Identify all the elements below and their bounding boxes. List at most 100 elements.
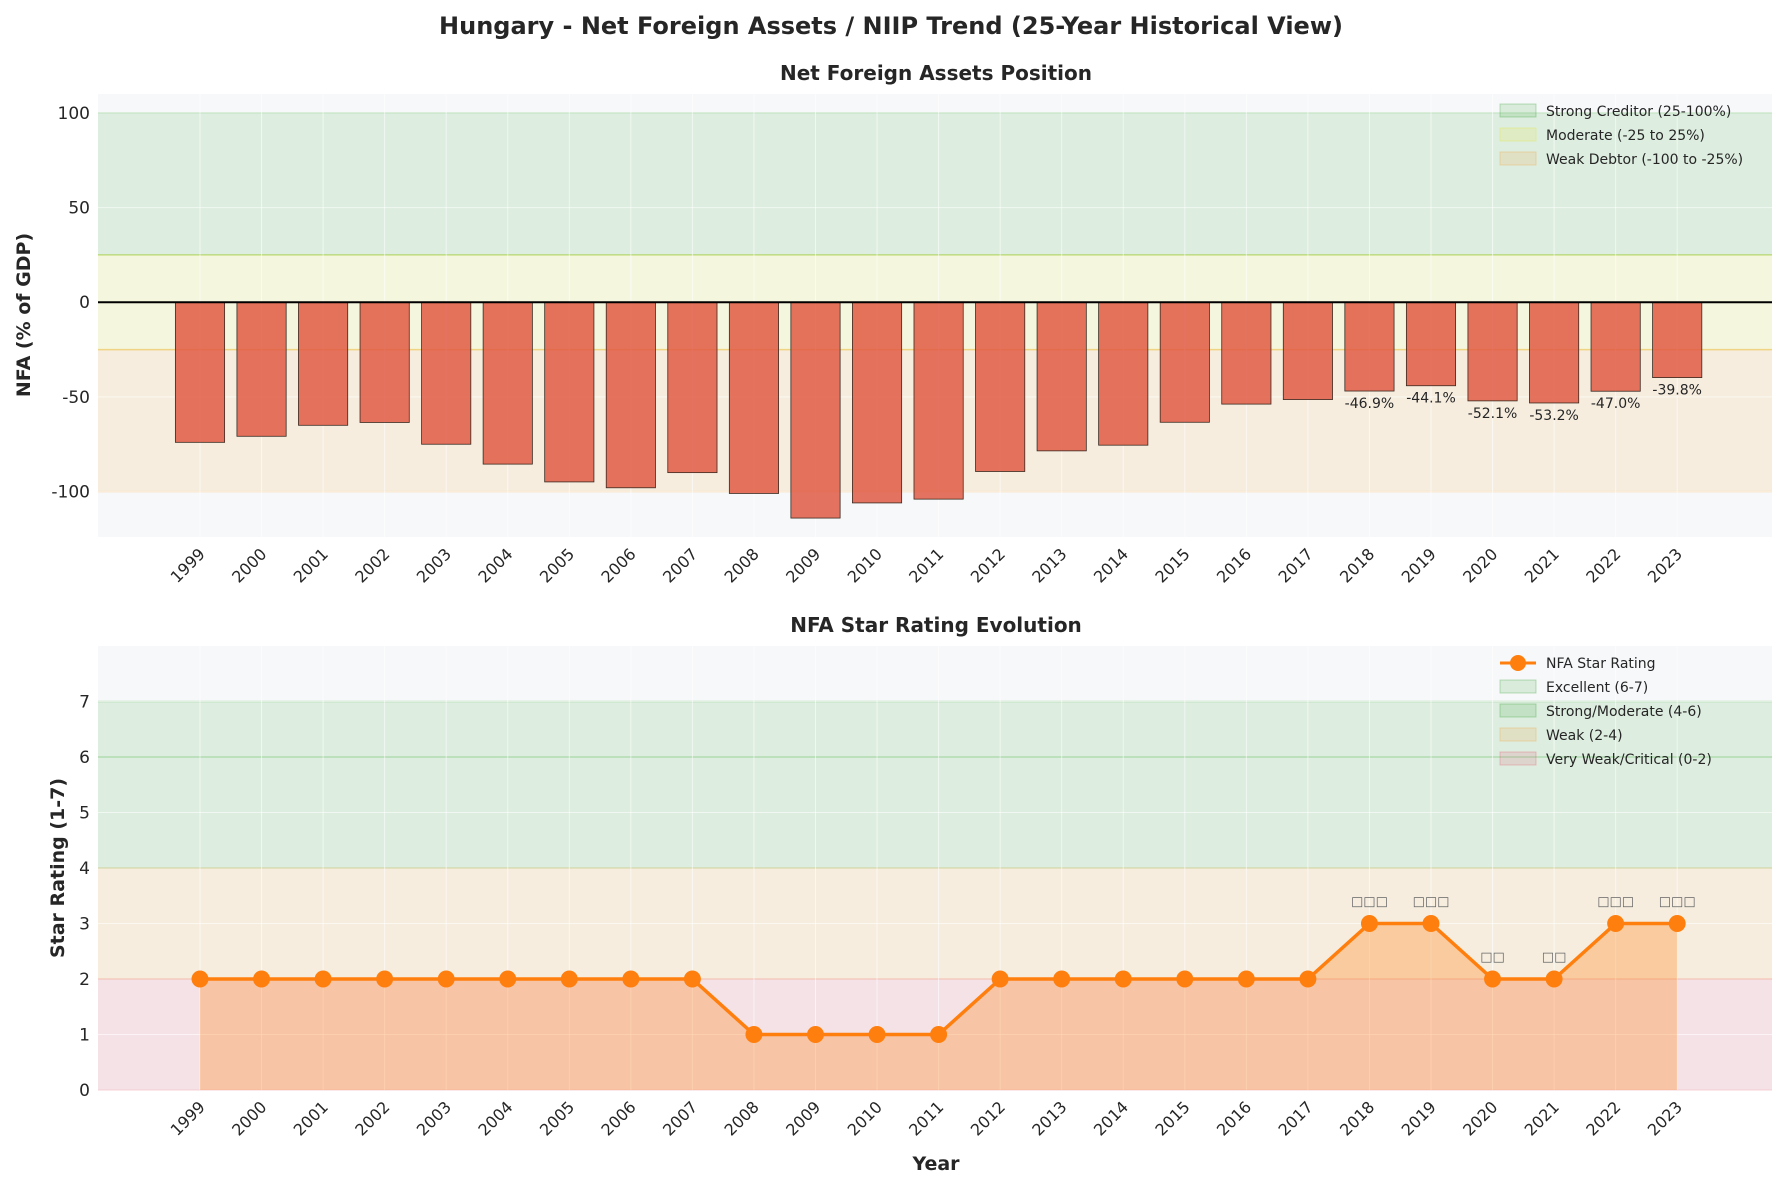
bar (298, 301, 349, 426)
bar (1405, 301, 1457, 387)
bar (975, 301, 1026, 472)
point-star-label: □□□ (1351, 895, 1388, 910)
x-tick-label: 2019 (1398, 544, 1440, 586)
x-tick-label: 2023 (1644, 1097, 1686, 1139)
bar (790, 301, 841, 519)
legend-marker-swatch (1510, 655, 1526, 671)
x-tick-label: 2008 (721, 1097, 763, 1139)
y-tick-label: 1 (79, 1026, 90, 1046)
bar (421, 301, 472, 445)
bar (852, 301, 903, 504)
data-point (376, 970, 394, 988)
x-tick-label: 2007 (659, 544, 701, 586)
bar (1467, 301, 1518, 402)
x-tick-label: 2020 (1459, 544, 1501, 586)
y-tick-label: 7 (79, 693, 90, 713)
x-tick-label: 1999 (167, 544, 209, 586)
x-tick-label: 2003 (413, 1097, 455, 1139)
x-tick-label: 2013 (1028, 1097, 1070, 1139)
x-tick-label: 2016 (1213, 544, 1255, 586)
x-tick-label: 2016 (1213, 1097, 1255, 1139)
legend-swatch (1499, 103, 1537, 118)
y-tick-label: 50 (68, 199, 90, 219)
x-tick-label: 2022 (1582, 544, 1624, 586)
data-point (191, 970, 209, 988)
legend-label: Very Weak/Critical (0-2) (1546, 752, 1712, 768)
data-point (930, 1026, 948, 1043)
y-tick-label: 3 (79, 915, 90, 935)
star-rating-line-chart: 1999 2000 2001 2002 2003 2004 2005 2006 2007 2008… (79, 646, 1772, 1140)
bar-data-label: -47.0% (1591, 396, 1641, 412)
top-chart-title: Net Foreign Assets Position (780, 61, 1092, 85)
bar (913, 301, 964, 500)
bar-data-label: -44.1% (1406, 391, 1456, 407)
x-tick-label: 2014 (1090, 1097, 1132, 1139)
bar (1529, 301, 1580, 404)
y-tick-label: 2 (79, 970, 90, 990)
legend-swatch (1499, 151, 1537, 166)
data-point (437, 970, 455, 988)
data-point (622, 970, 640, 988)
legend-swatch (1499, 679, 1537, 694)
legend-label: NFA Star Rating (1546, 656, 1656, 672)
data-point (745, 1026, 763, 1043)
bar (1221, 301, 1272, 405)
bottom-x-axis-label: Year (911, 1153, 960, 1175)
x-tick-label: 2010 (844, 1097, 886, 1139)
data-point (1237, 970, 1255, 988)
x-tick-label: 2001 (290, 1097, 332, 1139)
x-tick-label: 2009 (782, 1097, 824, 1139)
x-tick-label: 2013 (1028, 544, 1070, 586)
bar (667, 301, 718, 474)
bar (1652, 301, 1703, 378)
data-point (499, 970, 517, 988)
x-tick-label: 2008 (721, 544, 763, 586)
x-tick-label: 2011 (905, 1097, 947, 1139)
top-y-axis-label: NFA (% of GDP) (13, 233, 35, 397)
x-tick-label: 2009 (782, 544, 824, 586)
data-point (560, 970, 578, 988)
x-tick-label: 2002 (351, 544, 393, 586)
y-tick-label: -100 (51, 483, 90, 503)
x-tick-label: 2006 (597, 544, 639, 586)
data-point (868, 1026, 886, 1043)
data-point (1299, 970, 1317, 988)
x-tick-label: 2022 (1582, 1097, 1624, 1139)
bottom-chart-title: NFA Star Rating Evolution (790, 613, 1082, 637)
y-tick-label: 0 (79, 293, 90, 313)
point-star-label: □□□ (1659, 895, 1696, 910)
legend-label: Strong/Moderate (4-6) (1546, 704, 1702, 720)
legend-label: Strong Creditor (25-100%) (1546, 104, 1731, 120)
y-tick-label: 5 (79, 804, 90, 824)
bar (1590, 301, 1641, 392)
y-tick-label: 100 (58, 104, 90, 124)
y-tick-label: -50 (62, 388, 90, 408)
x-tick-label: 2011 (905, 544, 947, 586)
x-tick-label: 2000 (228, 544, 270, 586)
bottom-y-axis-label: Star Rating (1-7) (47, 778, 69, 958)
data-point (1484, 970, 1502, 988)
x-tick-label: 2005 (536, 544, 578, 586)
data-point (253, 970, 271, 988)
data-point (807, 1026, 824, 1043)
data-point (1053, 970, 1071, 988)
bar (1036, 301, 1087, 452)
legend-swatch (1499, 703, 1537, 718)
legend-label: Weak Debtor (-100 to -25%) (1546, 152, 1743, 168)
legend-swatch (1499, 751, 1537, 766)
data-point (991, 970, 1009, 988)
bar (174, 301, 226, 443)
x-tick-label: 2005 (536, 1097, 578, 1139)
legend-label: Weak (2-4) (1546, 728, 1623, 744)
x-tick-label: 2001 (290, 544, 332, 586)
bar-data-label: -52.1% (1468, 406, 1518, 422)
data-point (683, 970, 701, 988)
point-star-label: □□ (1542, 950, 1567, 965)
x-tick-label: 2004 (474, 1097, 516, 1139)
x-tick-label: 2002 (351, 1097, 393, 1139)
x-tick-label: 2021 (1521, 1097, 1563, 1139)
x-tick-label: 2012 (967, 544, 1009, 586)
x-tick-label: 2019 (1398, 1097, 1440, 1139)
x-tick-label: 2015 (1151, 1097, 1193, 1139)
x-tick-label: 2017 (1275, 1097, 1317, 1139)
